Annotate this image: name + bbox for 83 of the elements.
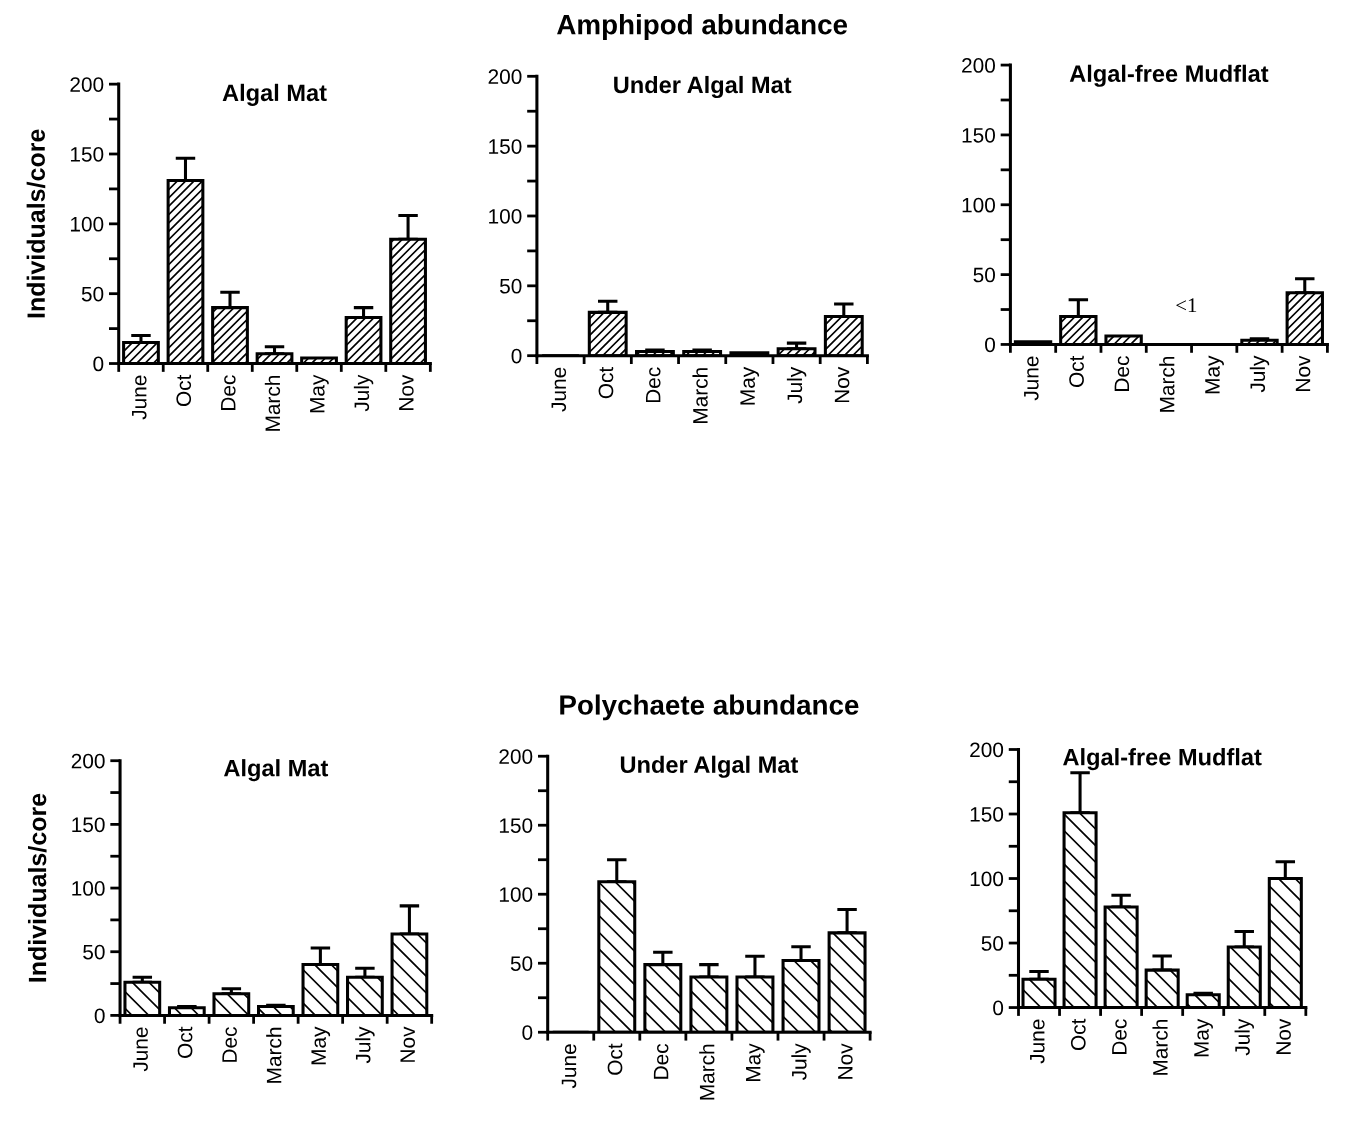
y-tick-label: 50	[510, 956, 533, 971]
y-tick-label: 150	[72, 817, 105, 833]
x-tick-label: Nov	[1295, 355, 1311, 391]
chart-title: Under Algal Mat	[620, 755, 799, 778]
x-tick-label: May	[746, 1043, 765, 1081]
x-tick-label: Oct	[176, 374, 192, 407]
x-tick-label: July	[355, 1026, 375, 1064]
y-tick-label: 0	[522, 1025, 533, 1040]
y-tick-label: 0	[985, 337, 995, 353]
x-tick-label: Oct	[607, 1043, 623, 1075]
y-tick-label: 0	[993, 1000, 1004, 1016]
x-tick-label: June	[132, 375, 147, 420]
chart-title: Algal-free Mudflat	[1069, 64, 1269, 87]
x-tick-label: June	[1024, 356, 1039, 401]
x-tick-label: March	[692, 368, 708, 423]
chart-title: Under Algal Mat	[614, 75, 792, 99]
x-tick-label: Nov	[838, 1043, 853, 1079]
y-tick-label: 50	[81, 286, 104, 302]
y-tick-label: 100	[962, 197, 996, 213]
x-tick-label: July	[786, 366, 807, 404]
chart-title: Algal-free Mudflat	[1063, 748, 1262, 771]
x-tick-label: Dec	[222, 1027, 237, 1062]
x-tick-label: Dec	[1112, 1019, 1127, 1055]
y-tick-label: 50	[981, 936, 1004, 951]
x-tick-label: May	[311, 1026, 331, 1065]
y-tick-label: 150	[970, 807, 1004, 822]
y-tick-label: 100	[489, 208, 522, 224]
x-tick-label: May	[310, 374, 329, 413]
x-tick-label: Oct	[1069, 355, 1084, 387]
y-tick-label: 150	[489, 139, 522, 154]
x-tick-label: July	[1249, 355, 1270, 393]
y-tick-label: 50	[973, 267, 996, 283]
x-tick-label: Nov	[400, 1026, 416, 1062]
x-tick-label: July	[353, 374, 374, 412]
y-tick-label: 0	[93, 356, 104, 372]
x-tick-label: March	[264, 375, 281, 431]
y-tick-label: 0	[94, 1008, 105, 1024]
y-tick-label: 50	[83, 944, 105, 960]
x-tick-label: March	[1152, 1020, 1168, 1075]
y-tick-label: 200	[70, 77, 104, 92]
x-tick-label: Dec	[653, 1043, 669, 1079]
y-tick-label: 150	[962, 127, 996, 143]
y-axis-title: Individuals/core	[27, 793, 47, 982]
y-tick-label: 100	[970, 871, 1004, 887]
y-tick-label: 150	[499, 818, 533, 833]
x-tick-label: June	[133, 1027, 148, 1072]
y-tick-label: 200	[499, 749, 533, 764]
x-tick-label: May	[1205, 355, 1224, 394]
x-tick-label: June	[551, 367, 567, 412]
y-tick-label: 0	[511, 348, 522, 364]
y-tick-label: 200	[488, 69, 522, 85]
y-tick-label: 100	[70, 216, 104, 232]
y-tick-label: 200	[71, 753, 105, 769]
x-tick-label: May	[1194, 1018, 1213, 1057]
chart-title: Algal Mat	[223, 759, 329, 782]
annotation: <1	[1176, 298, 1197, 313]
x-tick-label: March	[266, 1027, 282, 1083]
x-tick-label: Nov	[834, 366, 850, 403]
y-tick-label: 50	[499, 278, 522, 294]
x-tick-label: March	[1159, 356, 1175, 412]
x-tick-label: Dec	[1114, 356, 1130, 391]
y-tick-label: 100	[499, 887, 533, 902]
text: Amphipod abundance	[557, 14, 848, 40]
y-tick-label: 100	[72, 881, 105, 896]
x-tick-label: June	[1030, 1019, 1045, 1064]
x-tick-label: July	[1234, 1018, 1254, 1056]
chart-title: Algal Mat	[222, 83, 327, 106]
text: Polychaete abundance	[560, 694, 859, 721]
x-tick-label: Oct	[177, 1026, 193, 1058]
y-axis-title: Individuals/core	[26, 129, 46, 318]
x-tick-label: Dec	[221, 375, 236, 410]
x-tick-label: May	[740, 366, 760, 405]
x-tick-label: Oct	[598, 366, 614, 399]
y-tick-label: 200	[970, 742, 1004, 758]
y-tick-label: 150	[70, 147, 104, 162]
x-tick-label: March	[699, 1044, 715, 1100]
x-tick-label: Nov	[1276, 1018, 1291, 1055]
x-tick-label: July	[791, 1043, 811, 1081]
y-tick-label: 200	[962, 58, 996, 73]
x-tick-label: Dec	[645, 367, 661, 403]
x-tick-label: June	[561, 1044, 577, 1089]
x-tick-label: Nov	[399, 374, 414, 410]
x-tick-label: Oct	[1070, 1018, 1086, 1051]
